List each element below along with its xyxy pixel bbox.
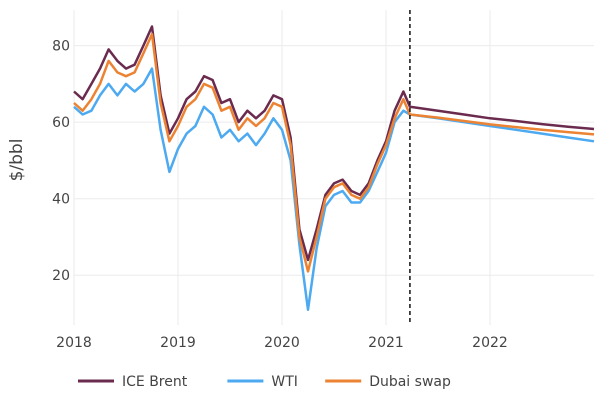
legend-item: Dubai swap	[325, 374, 451, 390]
legend-item: ICE Brent	[78, 374, 188, 390]
legend: ICE Brent WTI Dubai swap	[78, 374, 451, 390]
series-lines	[73, 25, 595, 311]
y-tick-label: 80	[52, 39, 70, 55]
y-tick-label: 40	[52, 192, 70, 208]
series-line-wti	[73, 67, 595, 311]
series-line-ice-brent	[73, 25, 595, 262]
series-line-dubai-swap	[73, 32, 595, 273]
legend-item: WTI	[227, 374, 298, 390]
y-tick-label: 60	[52, 115, 70, 131]
y-axis-title: $/bbl	[7, 139, 27, 182]
legend-label: Dubai swap	[369, 374, 451, 390]
x-tick-label: 2019	[160, 335, 196, 351]
x-tick-label: 2018	[56, 335, 92, 351]
legend-label: ICE Brent	[122, 374, 188, 390]
legend-label: WTI	[271, 374, 298, 390]
y-axis: 20 40 60 80	[52, 39, 70, 285]
x-axis: 2018 2019 2020 2021 2022	[56, 335, 508, 351]
grid	[73, 10, 594, 325]
x-tick-label: 2020	[264, 335, 300, 351]
y-tick-label: 20	[52, 268, 70, 284]
x-tick-label: 2021	[368, 335, 404, 351]
x-tick-label: 2022	[472, 335, 508, 351]
